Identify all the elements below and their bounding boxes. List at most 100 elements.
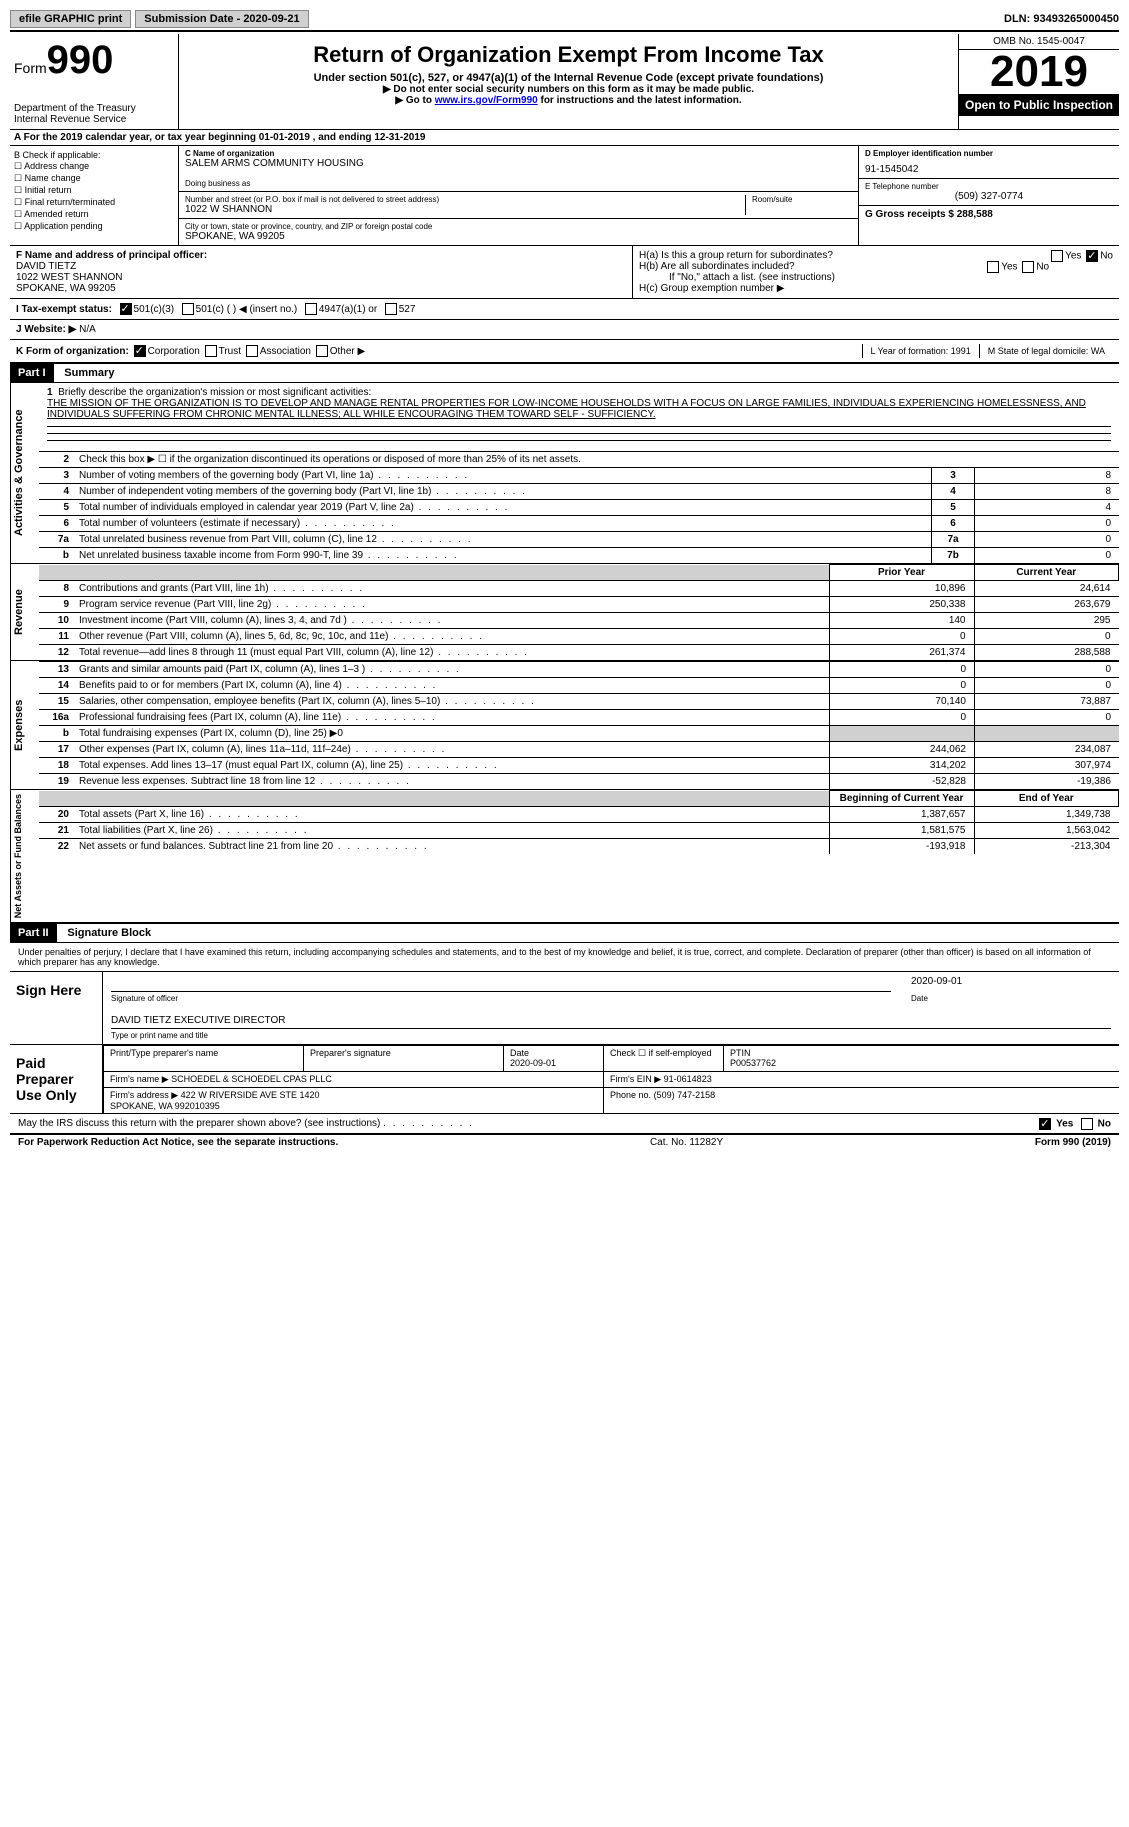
footer-cat: Cat. No. 11282Y <box>650 1137 723 1148</box>
year-formation: L Year of formation: 1991 <box>862 344 979 358</box>
irs-link[interactable]: www.irs.gov/Form990 <box>435 95 538 106</box>
expenses-section: Expenses 13Grants and similar amounts pa… <box>10 661 1119 790</box>
chk-4947[interactable] <box>305 303 317 315</box>
line2: Check this box ▶ ☐ if the organization d… <box>73 452 1119 468</box>
side-net-assets: Net Assets or Fund Balances <box>10 790 39 922</box>
website-label: J Website: ▶ <box>16 324 76 335</box>
officer-name: DAVID TIETZ <box>16 261 626 272</box>
hb-no[interactable] <box>1022 261 1034 273</box>
city-state-zip: SPOKANE, WA 99205 <box>185 231 852 242</box>
phone-value: (509) 327-0774 <box>865 191 1113 202</box>
side-governance: Activities & Governance <box>10 383 39 563</box>
paid-preparer-label: Paid Preparer Use Only <box>10 1045 103 1113</box>
note-link: ▶ Go to www.irs.gov/Form990 for instruct… <box>183 95 954 106</box>
side-revenue: Revenue <box>10 564 39 660</box>
officer-street: 1022 WEST SHANNON <box>16 272 626 283</box>
ha-label: H(a) Is this a group return for subordin… <box>639 250 833 261</box>
footer-row: For Paperwork Reduction Act Notice, see … <box>10 1135 1119 1150</box>
entity-block: B Check if applicable: ☐ Address change … <box>10 146 1119 246</box>
firm-phone-cell: Phone no. (509) 747-2158 <box>603 1087 1119 1113</box>
firm-addr-cell: Firm's address ▶ 422 W RIVERSIDE AVE STE… <box>103 1087 603 1113</box>
discuss-no[interactable] <box>1081 1118 1093 1130</box>
hc-label: H(c) Group exemption number ▶ <box>639 283 1113 294</box>
hb-yes[interactable] <box>987 261 999 273</box>
note-pre: ▶ Go to <box>395 95 434 106</box>
chk-initial-return[interactable]: ☐ Initial return <box>14 185 174 196</box>
preparer-grid: Print/Type preparer's name Preparer's si… <box>103 1045 1119 1113</box>
tax-exempt-status-row: I Tax-exempt status: 501(c)(3) 501(c) ( … <box>10 299 1119 320</box>
mission-text: THE MISSION OF THE ORGANIZATION IS TO DE… <box>47 398 1086 420</box>
hb-note: If "No," attach a list. (see instruction… <box>639 272 1113 283</box>
chk-final-return[interactable]: ☐ Final return/terminated <box>14 197 174 208</box>
chk-other[interactable] <box>316 345 328 357</box>
public-inspection: Open to Public Inspection <box>959 94 1119 116</box>
chk-501c3[interactable] <box>120 303 132 315</box>
date-sublabel: Date <box>911 994 1111 1003</box>
website-value: N/A <box>79 324 96 335</box>
sig-date: 2020-09-01 <box>891 976 1111 994</box>
ein-cell: D Employer identification number 91-1545… <box>859 146 1119 179</box>
part2-bar: Part II Signature Block <box>10 923 1119 943</box>
form-number: 990 <box>47 38 114 82</box>
form-word: Form <box>14 60 47 76</box>
col-current-year: Current Year <box>974 565 1119 581</box>
part1-bar: Part I Summary <box>10 363 1119 383</box>
type-name-sublabel: Type or print name and title <box>111 1031 1111 1040</box>
chk-527[interactable] <box>385 303 397 315</box>
revenue-table: Prior Year Current Year 8Contributions a… <box>39 564 1119 660</box>
ha-no[interactable] <box>1086 250 1098 262</box>
discuss-yes[interactable] <box>1039 1118 1051 1130</box>
chk-corp[interactable] <box>134 345 146 357</box>
part1-title: Summary <box>56 364 122 382</box>
chk-assoc[interactable] <box>246 345 258 357</box>
h-block: H(a) Is this a group return for subordin… <box>633 246 1119 298</box>
perjury-declaration: Under penalties of perjury, I declare th… <box>10 943 1119 971</box>
top-bar: efile GRAPHIC print Submission Date - 20… <box>10 10 1119 32</box>
org-name-cell: C Name of organization SALEM ARMS COMMUN… <box>179 146 858 192</box>
side-expenses: Expenses <box>10 661 39 789</box>
chk-application-pending[interactable]: ☐ Application pending <box>14 221 174 232</box>
part1-header: Part I <box>10 364 54 382</box>
header-center: Return of Organization Exempt From Incom… <box>179 34 958 129</box>
part2-header: Part II <box>10 924 57 942</box>
chk-name-change[interactable]: ☐ Name change <box>14 173 174 184</box>
net-assets-table: Beginning of Current Year End of Year 20… <box>39 790 1119 854</box>
form-header: Form990 Department of the Treasury Inter… <box>10 34 1119 130</box>
tax-year: 2019 <box>959 50 1119 94</box>
sig-officer-sublabel: Signature of officer <box>111 994 911 1003</box>
col-prior-year: Prior Year <box>829 565 974 581</box>
ha-yes[interactable] <box>1051 250 1063 262</box>
hb-label: H(b) Are all subordinates included? <box>639 261 795 272</box>
prep-name-label: Print/Type preparer's name <box>103 1045 303 1070</box>
firm-ein-cell: Firm's EIN ▶ 91-0614823 <box>603 1071 1119 1087</box>
chk-address-change[interactable]: ☐ Address change <box>14 161 174 172</box>
net-assets-section: Net Assets or Fund Balances Beginning of… <box>10 790 1119 923</box>
submission-date-button[interactable]: Submission Date - 2020-09-21 <box>135 10 308 28</box>
sign-here-row: Sign Here 2020-09-01 Signature of office… <box>10 971 1119 1044</box>
prep-sig-label: Preparer's signature <box>303 1045 503 1070</box>
form-of-org-row: K Form of organization: Corporation Trus… <box>10 340 1119 363</box>
col-end-year: End of Year <box>974 791 1119 807</box>
principal-officer: F Name and address of principal officer:… <box>10 246 633 298</box>
dln-label: DLN: 93493265000450 <box>1004 13 1119 25</box>
row-a-tax-year: A For the 2019 calendar year, or tax yea… <box>10 130 1119 146</box>
state-domicile: M State of legal domicile: WA <box>979 344 1113 358</box>
officer-city: SPOKANE, WA 99205 <box>16 283 626 294</box>
note-ssn: ▶ Do not enter social security numbers o… <box>183 84 954 95</box>
column-b-checkboxes: B Check if applicable: ☐ Address change … <box>10 146 179 245</box>
efile-button[interactable]: efile GRAPHIC print <box>10 10 131 28</box>
chk-amended-return[interactable]: ☐ Amended return <box>14 209 174 220</box>
chk-501c[interactable] <box>182 303 194 315</box>
chk-trust[interactable] <box>205 345 217 357</box>
korg-label: K Form of organization: <box>16 346 129 357</box>
self-employed-check[interactable]: Check ☐ if self-employed <box>603 1045 723 1070</box>
revenue-section: Revenue Prior Year Current Year 8Contrib… <box>10 564 1119 661</box>
header-left: Form990 Department of the Treasury Inter… <box>10 34 179 129</box>
org-name: SALEM ARMS COMMUNITY HOUSING <box>185 158 852 169</box>
header-right: OMB No. 1545-0047 2019 Open to Public In… <box>958 34 1119 129</box>
status-label: I Tax-exempt status: <box>16 304 112 315</box>
phone-cell: E Telephone number (509) 327-0774 <box>859 179 1119 206</box>
col-begin-year: Beginning of Current Year <box>829 791 974 807</box>
paid-preparer-row: Paid Preparer Use Only Print/Type prepar… <box>10 1044 1119 1113</box>
mission-block: 1 Briefly describe the organization's mi… <box>39 383 1119 451</box>
